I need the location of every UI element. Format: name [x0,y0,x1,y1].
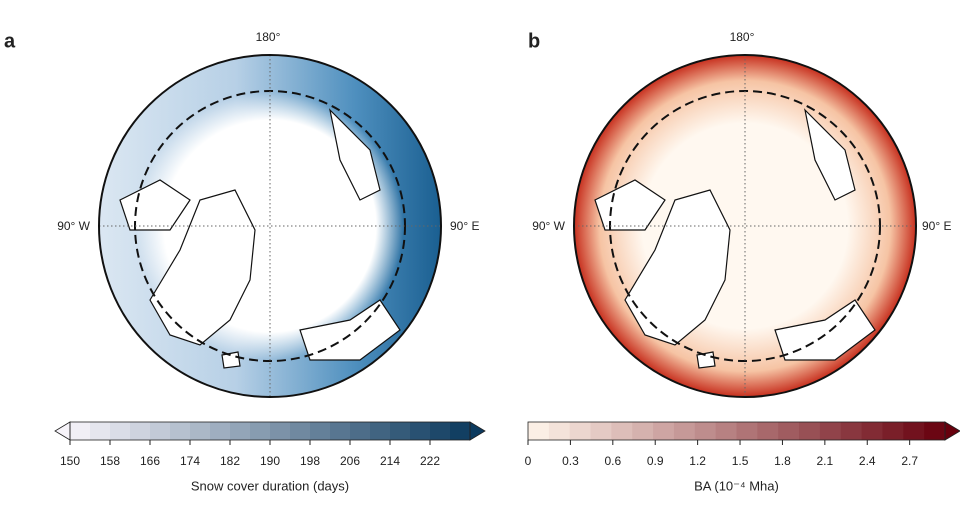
colorbar-segment [450,422,471,440]
map-field [99,55,441,397]
colorbar-tick-label: 214 [380,454,400,468]
colorbar-segment [694,422,717,440]
colorbar-tick-label: 2.4 [859,454,876,468]
colorbar-extend [469,421,486,441]
panel-label: b [528,30,540,52]
colorbar-tick-label: 0 [525,454,532,468]
lon-label: 90° W [532,219,565,233]
map-panel: b 180° 90° W 90° E [528,30,951,398]
lon-label: 180° [730,30,755,44]
colorbar-segment [924,422,946,440]
colorbar-tick-label: 1.5 [732,454,749,468]
colorbar-segment [110,422,131,440]
lon-label: 90° E [922,219,951,233]
colorbar-segment [190,422,211,440]
colorbar-segment [715,422,737,440]
colorbar-tick-label: 2.7 [901,454,918,468]
colorbar-segment [430,422,451,440]
map-field [574,55,916,397]
colorbar-segment [330,422,351,440]
colorbar-tick-label: 1.2 [689,454,706,468]
colorbar-segment [130,422,151,440]
colorbar-tick-label: 0.6 [604,454,621,468]
colorbar-label: BA (10⁻⁴ Mha) [694,478,779,493]
colorbar-segment [70,422,91,440]
colorbar-segment [590,422,612,440]
colorbar-extend [944,421,960,441]
colorbar-segment [350,422,371,440]
colorbar-tick-label: 1.8 [774,454,791,468]
colorbar-segment [150,422,171,440]
map-boundary [98,54,442,398]
colorbar-segment [799,422,821,440]
colorbar-segment [840,422,863,440]
colorbar-segment [170,422,191,440]
map-boundary [573,54,917,398]
colorbar-segment [778,422,800,440]
colorbar-tick-label: 150 [60,454,80,468]
colorbar-segment [653,422,675,440]
colorbar-segment [290,422,311,440]
colorbar-segment [569,422,592,440]
colorbar-segment [611,422,633,440]
colorbar-tick-label: 222 [420,454,440,468]
colorbar-frame [527,421,946,441]
lon-label: 90° E [450,219,479,233]
colorbar-extend [54,421,71,441]
colorbar-segment [270,422,291,440]
colorbar-tick-label: 2.1 [817,454,834,468]
colorbar-label: Snow cover duration (days) [191,478,349,493]
colorbar-tick-label: 158 [100,454,120,468]
colorbar-segment [370,422,391,440]
colorbar-tick-label: 182 [220,454,240,468]
colorbar-tick-label: 0.3 [562,454,579,468]
colorbar-segment [819,422,842,440]
colorbar-segment [882,422,904,440]
colorbar-tick-label: 190 [260,454,280,468]
colorbar-segment [90,422,111,440]
colorbar-segment [673,422,696,440]
colorbar-segment [736,422,758,440]
colorbar-tick-label: 0.9 [647,454,664,468]
colorbar-segment [230,422,251,440]
colorbar-segment [861,422,883,440]
colorbar-segment [548,422,571,440]
colorbar-segment [632,422,654,440]
colorbar-tick-label: 174 [180,454,200,468]
colorbar-segment [310,422,331,440]
colorbar-segment [757,422,779,440]
colorbar-segment [903,422,925,440]
colorbar-segment [250,422,271,440]
colorbar-segment [528,422,550,440]
lon-label: 180° [256,30,281,44]
map-panel: a 180° 90° W 90° E [4,30,479,398]
lon-label: 90° W [57,219,90,233]
colorbar-segment [210,422,231,440]
panel-label: a [4,30,16,52]
colorbar-tick-label: 198 [300,454,320,468]
colorbar-tick-label: 206 [340,454,360,468]
colorbar-tick-label: 166 [140,454,160,468]
colorbar-segment [390,422,411,440]
colorbar-segment [410,422,431,440]
